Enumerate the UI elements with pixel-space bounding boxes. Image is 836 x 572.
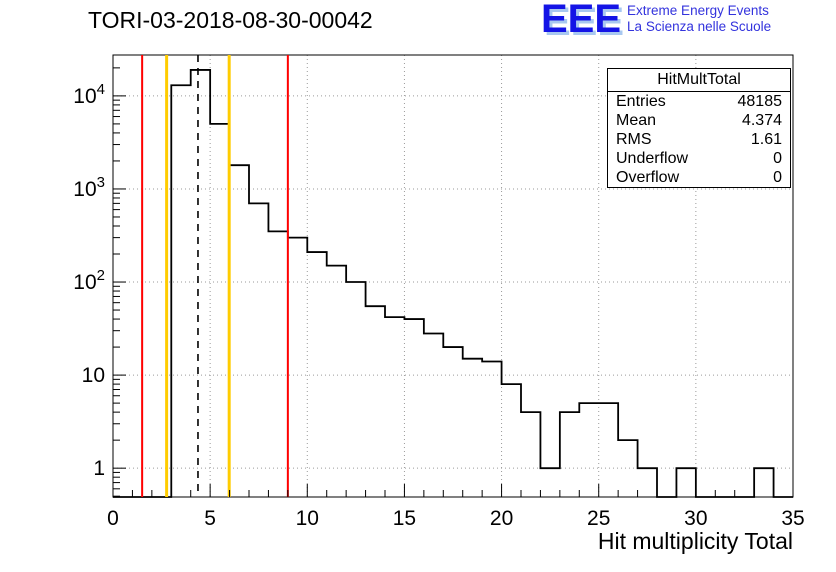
plot-frame	[112, 54, 794, 498]
stats-row-overflow: Overflow 0	[608, 168, 790, 187]
x-tick-label: 15	[393, 507, 416, 530]
stats-row-entries: Entries 48185	[608, 92, 790, 111]
y-tick-label: 1	[93, 457, 105, 480]
stats-row-underflow: Underflow 0	[608, 149, 790, 168]
stat-label: Underflow	[616, 150, 689, 167]
stat-value: 4.374	[741, 112, 782, 129]
stat-value: 0	[773, 169, 782, 186]
y-tick-label: 102	[73, 267, 105, 294]
stat-label: Entries	[616, 93, 666, 110]
x-tick-label: 5	[204, 507, 216, 530]
stat-label: Mean	[616, 112, 657, 129]
stat-label: Overflow	[616, 169, 680, 186]
plot-title: TORI-03-2018-08-30-00042	[88, 7, 373, 33]
x-tick-label: 30	[684, 507, 707, 530]
x-tick-label: 0	[107, 507, 119, 530]
eee-logo-tagline-2: La Scienza nelle Scuole	[627, 19, 772, 34]
y-tick-label: 104	[73, 81, 105, 108]
stats-box-title: HitMultTotal	[608, 69, 790, 92]
stat-value: 0	[773, 150, 782, 167]
stats-box: HitMultTotal Entries 48185 Mean 4.374 RM…	[607, 68, 791, 188]
x-tick-label: 25	[587, 507, 610, 530]
eee-logo: EEE Extreme Energy Events La Scienza nel…	[541, 0, 771, 41]
x-tick-label: 20	[490, 507, 513, 530]
eee-logo-acronym: EEE	[541, 0, 622, 41]
x-tick-label: 10	[296, 507, 319, 530]
eee-logo-taglines: Extreme Energy Events La Scienza nelle S…	[627, 3, 771, 35]
x-axis-title: Hit multiplicity Total	[597, 528, 793, 554]
y-tick-label: 10	[82, 364, 105, 387]
stat-value: 48185	[737, 93, 783, 110]
stat-value: 1.61	[750, 131, 782, 148]
x-tick-label: 35	[781, 507, 804, 530]
stat-label: RMS	[616, 131, 652, 148]
y-tick-label: 103	[73, 174, 105, 201]
stats-row-rms: RMS 1.61	[608, 130, 790, 149]
histogram-line	[113, 69, 793, 498]
eee-logo-tagline-1: Extreme Energy Events	[627, 3, 769, 18]
stats-row-mean: Mean 4.374	[608, 111, 790, 130]
